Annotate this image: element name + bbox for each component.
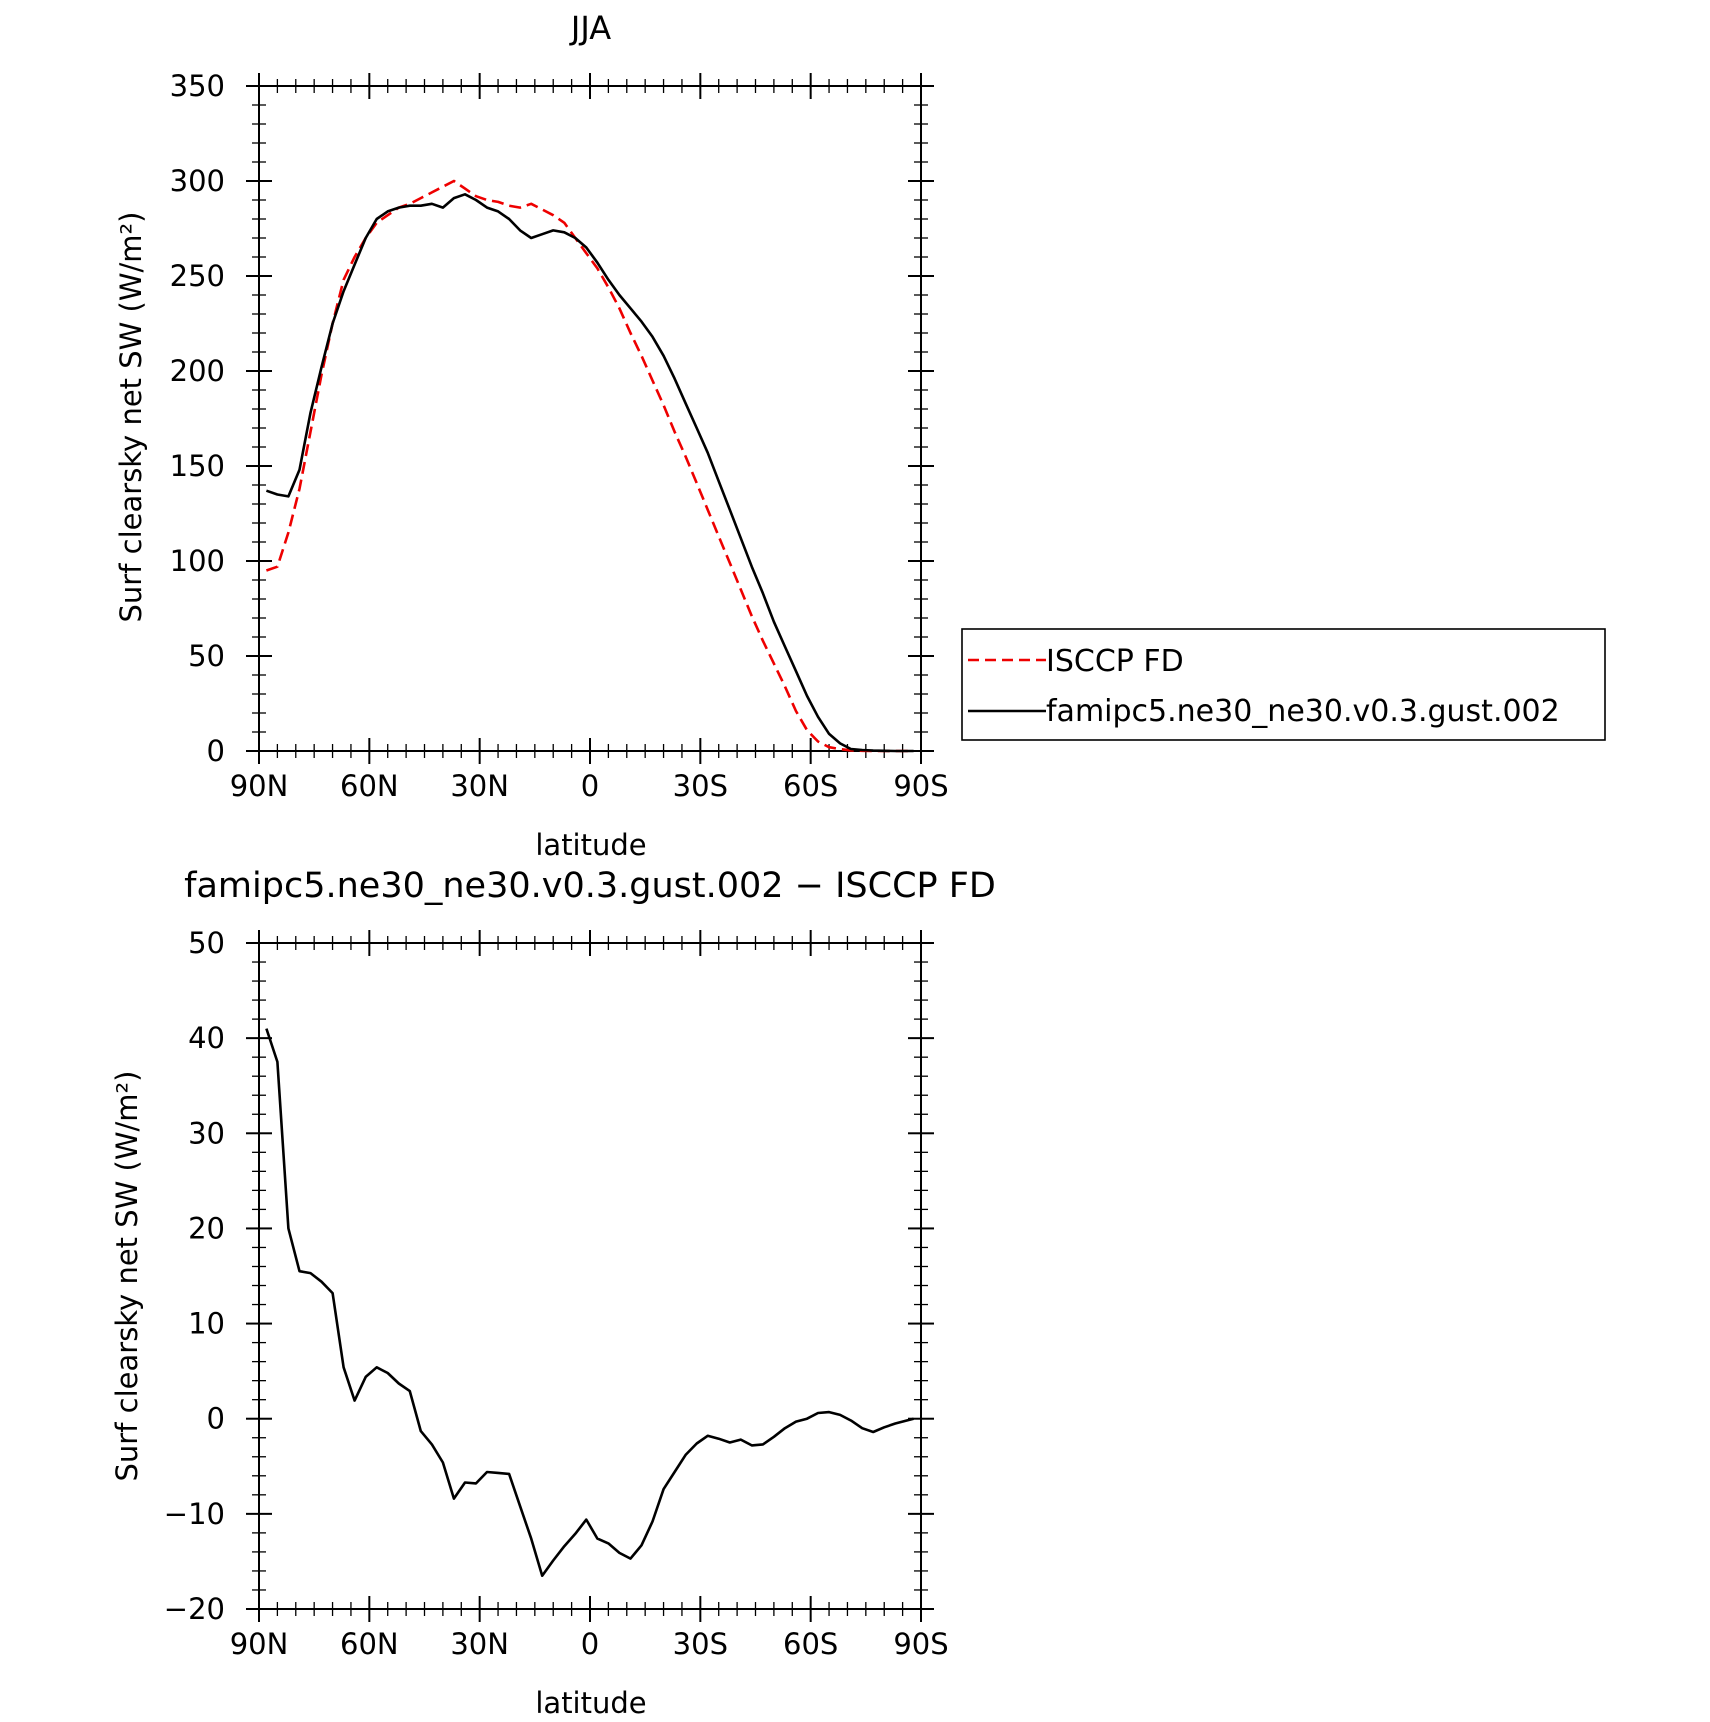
top-series-line-famipc5-ne30-ne30-v0-3-gust-002 — [265, 193, 914, 753]
bottom-chart-marks: 90N 60N 30N 0 30S 60S 90S −20 −10 0 10 20 30 40 50 — [164, 926, 949, 1661]
top-x-tick-label: 0 — [581, 769, 599, 803]
bottom-x-tick-label: 60S — [783, 1627, 838, 1661]
top-x-tick-label: 90S — [893, 769, 948, 803]
legend-label-famipc5: famipc5.ne30_ne30.v0.3.gust.002 — [1046, 694, 1560, 729]
top-x-tick-label: 30S — [673, 769, 728, 803]
bottom-x-tick-label: 90N — [230, 1627, 289, 1661]
top-panel: JJA 90N 60N 30N 0 30S 60S 90S 0 50 100 150 200 250 30… — [114, 9, 949, 862]
legend-label-isccp: ISCCP FD — [1046, 644, 1184, 679]
top-y-tick-label: 150 — [170, 449, 225, 483]
top-y-tick-label: 100 — [170, 544, 225, 578]
top-x-tick-label: 90N — [230, 769, 289, 803]
top-y-tick-label: 50 — [188, 639, 225, 673]
top-y-tick-label: 350 — [170, 69, 225, 103]
top-x-tick-label: 60N — [340, 769, 399, 803]
legend-box — [961, 628, 1606, 741]
bottom-y-tick-label: −10 — [164, 1497, 225, 1531]
bottom-y-tick-label: 30 — [188, 1116, 225, 1150]
bottom-x-axis-label: latitude — [535, 1686, 646, 1717]
bottom-y-axis-label: Surf clearsky net SW (W/m²) — [110, 1071, 144, 1482]
bottom-y-tick-label: −20 — [164, 1592, 225, 1626]
bottom-x-tick-label: 0 — [581, 1627, 599, 1661]
top-y-tick-label: 0 — [207, 734, 225, 768]
top-chart-title: JJA — [569, 9, 611, 47]
top-y-axis-label: Surf clearsky net SW (W/m²) — [114, 212, 148, 623]
bottom-x-tick-label: 30S — [673, 1627, 728, 1661]
bottom-y-tick-label: 10 — [188, 1307, 225, 1341]
top-x-tick-label: 60S — [783, 769, 838, 803]
bottom-panel: famipc5.ne30_ne30.v0.3.gust.002 − ISCCP … — [110, 866, 996, 1720]
bottom-x-tick-label: 60N — [340, 1627, 399, 1661]
top-y-tick-label: 300 — [170, 164, 225, 198]
legend: ISCCP FD famipc5.ne30_ne30.v0.3.gust.002 — [961, 628, 1606, 741]
bottom-y-tick-label: 50 — [188, 926, 225, 960]
top-y-tick-label: 250 — [170, 259, 225, 293]
top-series-line-isccp-fd — [265, 179, 914, 753]
bottom-y-tick-label: 0 — [207, 1402, 225, 1436]
top-x-tick-label: 30N — [450, 769, 509, 803]
bottom-y-tick-label: 20 — [188, 1211, 225, 1245]
bottom-x-tick-label: 30N — [450, 1627, 509, 1661]
top-x-axis-label: latitude — [535, 828, 646, 862]
bottom-y-tick-label: 40 — [188, 1021, 225, 1055]
top-chart-marks: 90N 60N 30N 0 30S 60S 90S 0 50 100 150 200 250 300 350 — [170, 69, 949, 803]
bottom-chart-title: famipc5.ne30_ne30.v0.3.gust.002 − ISCCP … — [184, 866, 996, 906]
top-plot-frame — [258, 85, 922, 752]
bottom-plot-frame — [258, 942, 922, 1610]
bottom-x-tick-label: 90S — [893, 1627, 948, 1661]
bottom-series-line-difference — [265, 1028, 914, 1577]
top-y-tick-label: 200 — [170, 354, 225, 388]
